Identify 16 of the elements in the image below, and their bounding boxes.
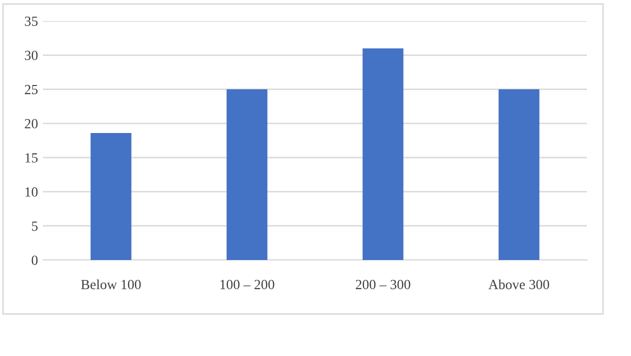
bar xyxy=(226,89,268,260)
x-tick-label: 100 – 200 xyxy=(220,280,274,290)
y-tick-label: 20 xyxy=(24,119,38,128)
y-tick-label: 35 xyxy=(24,16,38,26)
bar xyxy=(362,48,404,260)
y-tick-label: 5 xyxy=(32,222,38,231)
y-tick-label: 30 xyxy=(24,50,38,60)
y-tick-label: 15 xyxy=(25,153,38,163)
y-tick-label: 0 xyxy=(32,256,38,265)
y-tick-label: 10 xyxy=(25,187,38,197)
y-tick-label: 25 xyxy=(24,84,38,94)
x-tick-label: Above 300 xyxy=(488,279,550,290)
bar xyxy=(498,89,540,260)
x-tick-label: 200 – 300 xyxy=(356,280,410,290)
bar xyxy=(90,132,132,260)
x-tick-label: Below 100 xyxy=(81,279,141,290)
